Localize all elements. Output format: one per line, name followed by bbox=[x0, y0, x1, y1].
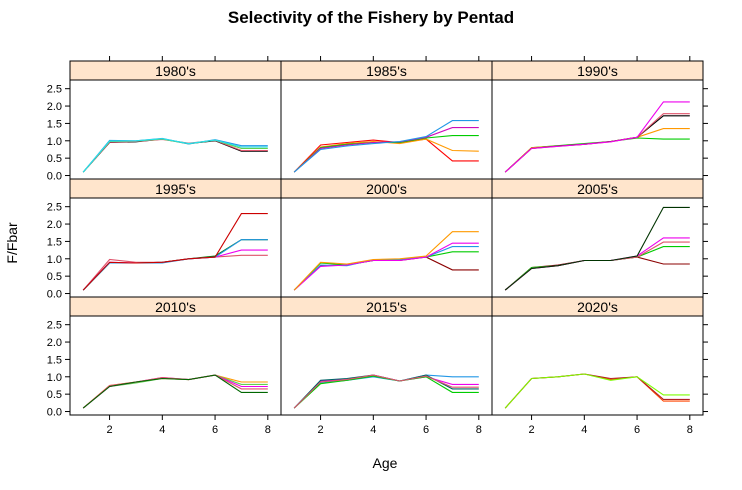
series-line-1 bbox=[293, 138, 479, 173]
y-tick-label: 1.0 bbox=[47, 372, 62, 384]
series-line-4 bbox=[82, 137, 268, 173]
x-tick-label: 6 bbox=[423, 424, 429, 436]
series-line-3 bbox=[82, 138, 268, 173]
panel-frame bbox=[69, 197, 282, 298]
series-line-5 bbox=[82, 374, 268, 409]
x-tick-label: 6 bbox=[212, 424, 218, 436]
series-line-2 bbox=[293, 251, 479, 291]
y-tick-label: 1.5 bbox=[47, 118, 62, 130]
series-line-5 bbox=[504, 101, 690, 173]
panel-frame bbox=[491, 315, 704, 416]
x-tick-label: 8 bbox=[687, 424, 693, 436]
panel-8: 2015's 2 4 6 8 bbox=[280, 296, 493, 436]
y-tick-label: 2.0 bbox=[47, 101, 62, 113]
y-tick-label: 2.5 bbox=[47, 202, 62, 214]
panel-frame bbox=[491, 79, 704, 180]
panel-strip-label: 1995's bbox=[155, 181, 196, 197]
panel-strip-label: 2005's bbox=[577, 181, 618, 197]
series-line-3 bbox=[504, 115, 690, 173]
panel-9: 2020's 2 4 6 8 bbox=[491, 296, 708, 436]
panel-2: 1985's bbox=[280, 56, 493, 180]
panel-frame bbox=[280, 315, 493, 416]
panel-strip-label: 2015's bbox=[366, 299, 407, 315]
series-line-1 bbox=[504, 256, 690, 291]
panel-5: 2000's bbox=[280, 178, 493, 298]
series-line-4 bbox=[82, 239, 268, 291]
y-tick-label: 0.0 bbox=[47, 171, 62, 183]
y-tick-label: 0.5 bbox=[47, 389, 62, 401]
panel-7: 2010's 2 4 6 8 0.0 0.5 1.0 1.5 2.0 2.5 bbox=[47, 296, 282, 436]
series-line-2 bbox=[293, 138, 479, 173]
panels-group: 1980's 0.0 0.5 1.0 1.5 2.0 2.5 1985's 1990's 1995… bbox=[47, 56, 708, 436]
y-tick-label: 1.0 bbox=[47, 136, 62, 148]
x-tick-label: 6 bbox=[634, 424, 640, 436]
y-tick-label: 2.5 bbox=[47, 84, 62, 96]
panel-1: 1980's 0.0 0.5 1.0 1.5 2.0 2.5 bbox=[47, 56, 282, 183]
series-line-5 bbox=[504, 206, 690, 291]
x-tick-label: 2 bbox=[107, 424, 113, 436]
y-tick-label: 1.5 bbox=[47, 236, 62, 248]
panel-6: 2005's bbox=[491, 178, 708, 298]
y-tick-label: 0.0 bbox=[47, 407, 62, 419]
chart-title: Selectivity of the Fishery by Pentad bbox=[228, 8, 514, 27]
series-line-5 bbox=[293, 374, 479, 409]
x-tick-label: 4 bbox=[159, 424, 165, 436]
panel-strip-label: 2000's bbox=[366, 181, 407, 197]
x-tick-label: 2 bbox=[318, 424, 324, 436]
series-line-3 bbox=[504, 373, 690, 409]
panel-frame bbox=[280, 197, 493, 298]
y-tick-label: 0.5 bbox=[47, 153, 62, 165]
x-tick-label: 8 bbox=[476, 424, 482, 436]
panel-frame bbox=[69, 315, 282, 416]
y-axis-label: F/Fbar bbox=[4, 222, 20, 264]
panel-frame bbox=[491, 197, 704, 298]
series-line-5 bbox=[293, 231, 479, 291]
y-tick-label: 2.0 bbox=[47, 219, 62, 231]
series-line-2 bbox=[504, 373, 690, 409]
series-line-1 bbox=[82, 138, 268, 173]
x-tick-label: 4 bbox=[370, 424, 376, 436]
series-line-2 bbox=[82, 249, 268, 291]
panel-strip-label: 2020's bbox=[577, 299, 618, 315]
series-line-1 bbox=[504, 373, 690, 409]
x-axis-label: Age bbox=[373, 455, 398, 471]
panel-3: 1990's bbox=[491, 56, 708, 180]
series-line-3 bbox=[293, 246, 479, 291]
series-line-2 bbox=[504, 128, 690, 173]
x-tick-label: 8 bbox=[265, 424, 271, 436]
y-tick-label: 2.0 bbox=[47, 337, 62, 349]
series-line-2 bbox=[82, 138, 268, 173]
panel-4: 1995's 0.0 0.5 1.0 1.5 2.0 2.5 bbox=[47, 178, 282, 301]
panel-frame bbox=[280, 79, 493, 180]
panel-strip-label: 1990's bbox=[577, 63, 618, 79]
panel-frame bbox=[69, 79, 282, 180]
x-tick-label: 2 bbox=[529, 424, 535, 436]
series-line-5 bbox=[82, 138, 268, 173]
panel-strip-label: 1985's bbox=[366, 63, 407, 79]
series-line-3 bbox=[504, 241, 690, 291]
series-line-5 bbox=[82, 213, 268, 291]
y-tick-label: 1.0 bbox=[47, 254, 62, 266]
y-tick-label: 2.5 bbox=[47, 320, 62, 332]
y-tick-label: 0.0 bbox=[47, 289, 62, 301]
y-tick-label: 1.5 bbox=[47, 354, 62, 366]
series-line-4 bbox=[293, 242, 479, 291]
series-line-3 bbox=[82, 239, 268, 291]
panel-strip-label: 1980's bbox=[155, 63, 196, 79]
y-tick-label: 0.5 bbox=[47, 271, 62, 283]
x-tick-label: 4 bbox=[581, 424, 587, 436]
series-line-5 bbox=[293, 120, 479, 173]
panel-strip-label: 2010's bbox=[155, 299, 196, 315]
